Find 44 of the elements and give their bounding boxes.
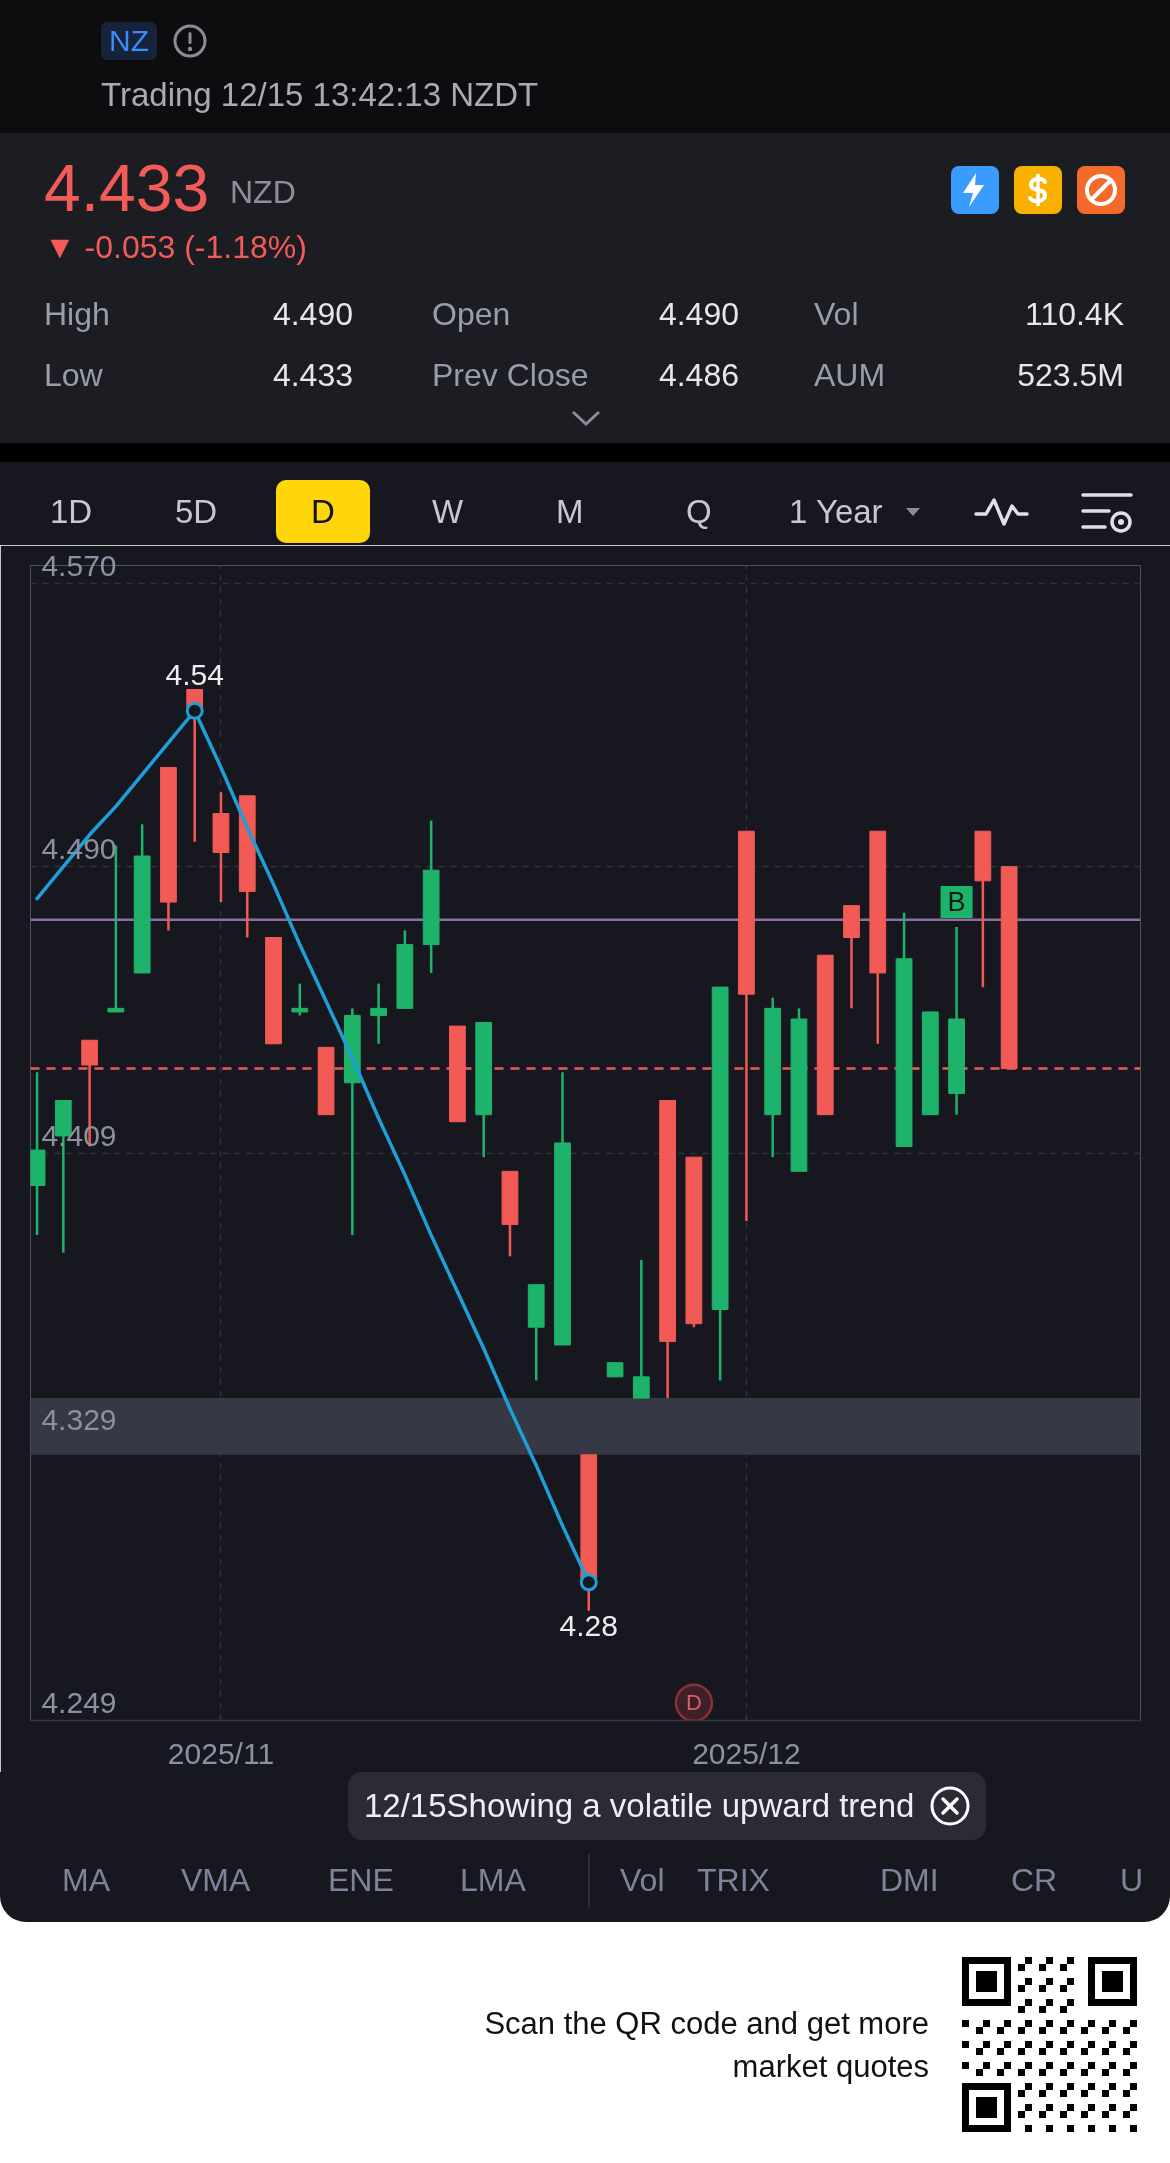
text: NZ [101, 22, 157, 60]
y-tick-label: 4.570 [41, 548, 117, 582]
y-tick-label: 4.249 [41, 1686, 117, 1720]
y-tick-label: 4.329 [41, 1402, 117, 1436]
data-label: D [685, 1690, 702, 1716]
text: DMI [880, 1862, 939, 1899]
text: Open [432, 296, 511, 333]
text: CR [1011, 1862, 1058, 1899]
text: 12/15Showing a volatile upward trend [364, 1786, 915, 1827]
text: Low [44, 357, 103, 394]
text: VMA [181, 1862, 251, 1899]
text: MA [62, 1862, 110, 1899]
text: High [44, 296, 110, 333]
text: Vol [814, 296, 859, 333]
x-tick-label: 2025/11 [167, 1736, 275, 1770]
text: 1 Year [789, 493, 883, 531]
text: 4.490 [272, 296, 353, 333]
text: TRIX [697, 1862, 770, 1899]
text: ▼ -0.053 (-1.18%) [44, 229, 307, 266]
x-tick-label: 2025/12 [692, 1736, 801, 1770]
text: LMA [460, 1862, 526, 1899]
text: M [556, 493, 584, 531]
text: U [1120, 1862, 1144, 1899]
text: Scan the QR code and get more market quotes [483, 2005, 929, 2086]
text: AUM [814, 357, 886, 394]
text: 4.433 [44, 150, 210, 226]
text: 110.4K [1024, 296, 1124, 333]
text: Trading 12/15 13:42:13 NZDT [101, 76, 539, 114]
annotation: 4.54 [165, 657, 224, 691]
text: Q [686, 493, 712, 531]
annotation: 4.28 [559, 1608, 618, 1642]
text: NZD [230, 174, 296, 211]
text: 4.486 [658, 357, 739, 394]
text: 4.433 [272, 357, 353, 394]
data-label: B [947, 887, 966, 918]
text: 1D [50, 493, 93, 531]
text: W [432, 493, 464, 531]
text: 4.490 [658, 296, 739, 333]
text: 5D [175, 493, 218, 531]
text: 523.5M [1017, 357, 1124, 394]
text: ENE [328, 1862, 394, 1899]
text: Prev Close [432, 357, 589, 394]
text: Vol [620, 1862, 665, 1899]
text: D [276, 480, 370, 543]
